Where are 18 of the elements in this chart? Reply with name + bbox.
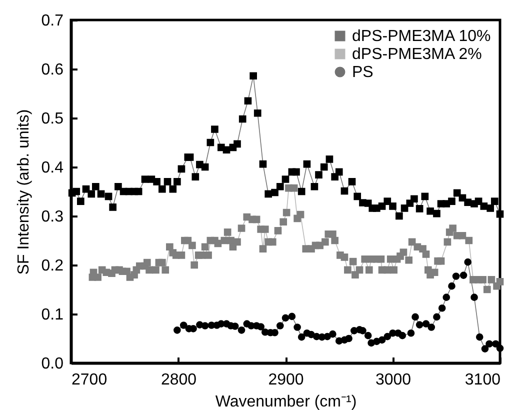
x-tick-label: 2900 (268, 372, 304, 388)
legend-label: PS (352, 64, 374, 81)
x-tick-label: 3000 (375, 372, 412, 388)
y-tick-label: 0.4 (41, 160, 64, 176)
y-tick-label: 0.2 (41, 258, 64, 274)
y-tick-label: 0.6 (41, 62, 64, 78)
x-tick-label: 2700 (72, 372, 108, 388)
y-tick-label: 0.0 (41, 356, 64, 372)
y-tick-label: 0.1 (41, 306, 64, 324)
x-axis-title: Wavenumber (cm⁻¹) (215, 394, 357, 410)
y-tick-label: 0.7 (41, 12, 64, 30)
y-tick-label: 0.5 (41, 110, 64, 128)
y-tick-label: 0.3 (41, 208, 64, 226)
legend-label: dPS-PME3MA 10% (352, 28, 491, 45)
legend-label: dPS-PME3MA 2% (352, 46, 482, 63)
x-tick-label: 3100 (464, 372, 501, 388)
x-tick-label: 2800 (160, 372, 197, 388)
y-axis-title: SF Intensity (arb. units) (15, 109, 32, 275)
